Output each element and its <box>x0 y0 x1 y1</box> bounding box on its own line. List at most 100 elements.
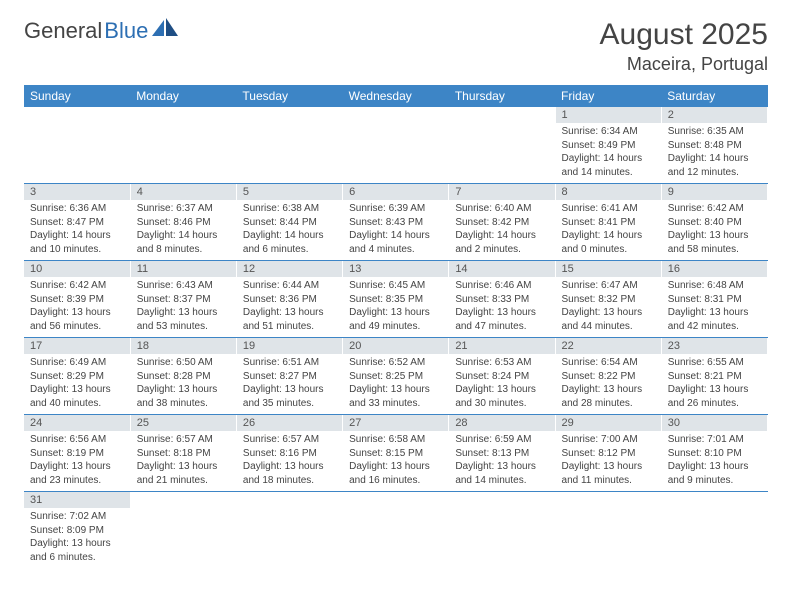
daylight-text-1: Daylight: 13 hours <box>455 306 548 320</box>
day-detail-cell: Sunrise: 6:47 AMSunset: 8:32 PMDaylight:… <box>555 277 661 338</box>
sunset-text: Sunset: 8:44 PM <box>243 216 336 230</box>
day-detail-cell: Sunrise: 6:36 AMSunset: 8:47 PMDaylight:… <box>24 200 130 261</box>
sunrise-text: Sunrise: 7:00 AM <box>562 433 655 447</box>
title-block: August 2025 Maceira, Portugal <box>600 18 768 75</box>
sunrise-text: Sunrise: 6:43 AM <box>137 279 230 293</box>
daylight-text-2: and 14 minutes. <box>455 474 548 488</box>
daylight-text-1: Daylight: 14 hours <box>30 229 124 243</box>
day-number-cell: 7 <box>449 184 555 201</box>
daylight-text-1: Daylight: 13 hours <box>243 383 336 397</box>
daylight-text-1: Daylight: 14 hours <box>562 152 655 166</box>
sunrise-text: Sunrise: 6:52 AM <box>349 356 442 370</box>
sunset-text: Sunset: 8:09 PM <box>30 524 124 538</box>
day-detail-cell: Sunrise: 6:52 AMSunset: 8:25 PMDaylight:… <box>343 354 449 415</box>
sunrise-text: Sunrise: 6:34 AM <box>562 125 655 139</box>
day-number-cell <box>449 492 555 509</box>
day-detail-cell <box>555 508 661 568</box>
sunset-text: Sunset: 8:47 PM <box>30 216 124 230</box>
day-detail-cell: Sunrise: 6:50 AMSunset: 8:28 PMDaylight:… <box>130 354 236 415</box>
detail-row: Sunrise: 6:56 AMSunset: 8:19 PMDaylight:… <box>24 431 768 492</box>
day-number-cell: 20 <box>343 338 449 355</box>
day-detail-cell: Sunrise: 6:42 AMSunset: 8:39 PMDaylight:… <box>24 277 130 338</box>
day-number-cell <box>555 492 661 509</box>
daylight-text-1: Daylight: 14 hours <box>137 229 230 243</box>
day-number-cell: 29 <box>555 415 661 432</box>
daylight-text-1: Daylight: 13 hours <box>562 306 655 320</box>
sunrise-text: Sunrise: 6:49 AM <box>30 356 124 370</box>
daylight-text-2: and 49 minutes. <box>349 320 442 334</box>
day-detail-cell: Sunrise: 7:02 AMSunset: 8:09 PMDaylight:… <box>24 508 130 568</box>
daylight-text-2: and 4 minutes. <box>349 243 442 257</box>
daylight-text-2: and 18 minutes. <box>243 474 336 488</box>
day-number-cell <box>343 492 449 509</box>
day-detail-cell: Sunrise: 6:59 AMSunset: 8:13 PMDaylight:… <box>449 431 555 492</box>
sunrise-text: Sunrise: 6:37 AM <box>137 202 230 216</box>
sunset-text: Sunset: 8:21 PM <box>668 370 761 384</box>
daylight-text-2: and 51 minutes. <box>243 320 336 334</box>
sunset-text: Sunset: 8:16 PM <box>243 447 336 461</box>
daylight-text-1: Daylight: 13 hours <box>455 383 548 397</box>
daylight-text-2: and 58 minutes. <box>668 243 761 257</box>
day-number-cell: 26 <box>236 415 342 432</box>
weekday-header: Wednesday <box>343 85 449 107</box>
detail-row: Sunrise: 7:02 AMSunset: 8:09 PMDaylight:… <box>24 508 768 568</box>
day-number-cell: 5 <box>236 184 342 201</box>
sunrise-text: Sunrise: 6:57 AM <box>243 433 336 447</box>
day-number-cell: 3 <box>24 184 130 201</box>
day-detail-cell: Sunrise: 6:34 AMSunset: 8:49 PMDaylight:… <box>555 123 661 184</box>
day-detail-cell <box>236 508 342 568</box>
daylight-text-2: and 6 minutes. <box>30 551 124 565</box>
daylight-text-2: and 26 minutes. <box>668 397 761 411</box>
sunrise-text: Sunrise: 6:42 AM <box>30 279 124 293</box>
day-number-cell: 1 <box>555 107 661 123</box>
daylight-text-1: Daylight: 13 hours <box>137 460 230 474</box>
sunrise-text: Sunrise: 6:47 AM <box>562 279 655 293</box>
weekday-header: Saturday <box>661 85 767 107</box>
sunset-text: Sunset: 8:39 PM <box>30 293 124 307</box>
daylight-text-2: and 9 minutes. <box>668 474 761 488</box>
sunset-text: Sunset: 8:40 PM <box>668 216 761 230</box>
daylight-text-1: Daylight: 13 hours <box>668 306 761 320</box>
day-number-cell: 10 <box>24 261 130 278</box>
day-number-cell: 19 <box>236 338 342 355</box>
sunrise-text: Sunrise: 6:39 AM <box>349 202 442 216</box>
sunrise-text: Sunrise: 6:53 AM <box>455 356 548 370</box>
daylight-text-1: Daylight: 14 hours <box>243 229 336 243</box>
sunset-text: Sunset: 8:22 PM <box>562 370 655 384</box>
daylight-text-2: and 53 minutes. <box>137 320 230 334</box>
daylight-text-2: and 56 minutes. <box>30 320 124 334</box>
sunset-text: Sunset: 8:48 PM <box>668 139 761 153</box>
sunrise-text: Sunrise: 6:35 AM <box>668 125 761 139</box>
day-detail-cell: Sunrise: 6:43 AMSunset: 8:37 PMDaylight:… <box>130 277 236 338</box>
daynum-row: 10111213141516 <box>24 261 768 278</box>
sunset-text: Sunset: 8:18 PM <box>137 447 230 461</box>
sunrise-text: Sunrise: 6:57 AM <box>137 433 230 447</box>
daylight-text-1: Daylight: 13 hours <box>30 306 124 320</box>
weekday-header: Monday <box>130 85 236 107</box>
sunset-text: Sunset: 8:29 PM <box>30 370 124 384</box>
daylight-text-1: Daylight: 13 hours <box>455 460 548 474</box>
day-detail-cell <box>343 508 449 568</box>
day-number-cell: 8 <box>555 184 661 201</box>
day-number-cell <box>130 492 236 509</box>
sunset-text: Sunset: 8:19 PM <box>30 447 124 461</box>
sunset-text: Sunset: 8:15 PM <box>349 447 442 461</box>
daylight-text-1: Daylight: 13 hours <box>243 306 336 320</box>
day-number-cell: 17 <box>24 338 130 355</box>
sunset-text: Sunset: 8:46 PM <box>137 216 230 230</box>
daylight-text-1: Daylight: 13 hours <box>349 383 442 397</box>
sunrise-text: Sunrise: 6:59 AM <box>455 433 548 447</box>
sunrise-text: Sunrise: 6:40 AM <box>455 202 548 216</box>
day-detail-cell: Sunrise: 6:42 AMSunset: 8:40 PMDaylight:… <box>661 200 767 261</box>
day-detail-cell: Sunrise: 6:51 AMSunset: 8:27 PMDaylight:… <box>236 354 342 415</box>
daylight-text-2: and 28 minutes. <box>562 397 655 411</box>
sunset-text: Sunset: 8:32 PM <box>562 293 655 307</box>
day-number-cell: 23 <box>661 338 767 355</box>
day-number-cell: 27 <box>343 415 449 432</box>
sunset-text: Sunset: 8:31 PM <box>668 293 761 307</box>
daylight-text-2: and 14 minutes. <box>562 166 655 180</box>
daylight-text-1: Daylight: 13 hours <box>349 306 442 320</box>
daynum-row: 3456789 <box>24 184 768 201</box>
daylight-text-2: and 16 minutes. <box>349 474 442 488</box>
daylight-text-1: Daylight: 13 hours <box>668 383 761 397</box>
